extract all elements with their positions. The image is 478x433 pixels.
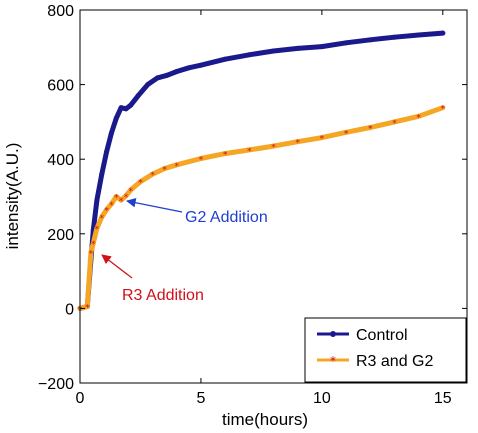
x-tick-label: 5 — [196, 390, 205, 407]
g2-annotation-label: G2 Addition — [185, 209, 268, 226]
data-point-r3-and-g2: * — [138, 179, 143, 189]
data-point-r3-and-g2: * — [150, 171, 155, 181]
data-point-r3-and-g2: * — [89, 249, 94, 259]
data-point-r3-and-g2: * — [175, 162, 180, 172]
data-point-control — [295, 45, 301, 51]
data-point-control — [135, 93, 141, 99]
r3-annotation-label: R3 Addition — [122, 287, 204, 304]
data-point-control — [440, 30, 446, 36]
data-point-r3-and-g2: * — [368, 124, 373, 134]
legend: Control * R3 and G2 — [304, 317, 467, 383]
data-point-control — [164, 72, 170, 78]
series-line-control — [77, 30, 446, 311]
data-point-r3-and-g2: * — [124, 193, 129, 203]
x-tick-label: 15 — [434, 390, 452, 407]
data-point-r3-and-g2: * — [104, 207, 109, 217]
y-tick-label: 600 — [47, 78, 74, 95]
data-point-control — [118, 105, 124, 111]
data-point-control — [246, 52, 252, 58]
legend-marker-control — [330, 331, 336, 337]
data-point-r3-and-g2: * — [320, 135, 325, 145]
data-point-control — [391, 34, 397, 40]
legend-marker-r3-g2: * — [330, 354, 336, 368]
data-point-control — [123, 106, 129, 112]
data-point-control — [94, 197, 100, 203]
data-point-r3-and-g2: * — [416, 113, 421, 123]
data-point-r3-and-g2: * — [344, 129, 349, 139]
data-point-control — [99, 171, 105, 177]
data-point-control — [367, 37, 373, 43]
data-point-control — [104, 149, 110, 155]
data-point-r3-and-g2: * — [247, 147, 252, 157]
data-point-r3-and-g2: * — [100, 214, 105, 224]
data-point-control — [113, 115, 119, 121]
data-point-r3-and-g2: * — [129, 187, 134, 197]
x-axis-label: time(hours) — [222, 410, 308, 429]
data-point-r3-and-g2: * — [295, 139, 300, 149]
series-line-r3-and-g2 — [77, 105, 446, 311]
data-point-r3-and-g2: * — [114, 194, 119, 204]
data-point-r3-and-g2: * — [109, 201, 114, 211]
y-tick-label: 400 — [47, 152, 74, 169]
g2-annotation-arrow — [126, 197, 183, 213]
x-tick-label: 0 — [76, 390, 85, 407]
r3-annotation-arrow — [101, 254, 133, 279]
data-point-control — [343, 40, 349, 46]
data-point-r3-and-g2: * — [95, 225, 100, 235]
y-tick-label: 800 — [47, 3, 74, 20]
y-tick-label: 0 — [65, 301, 74, 318]
y-tick-label: 200 — [47, 227, 74, 244]
y-tick-label: −200 — [38, 376, 74, 393]
series-layer: * ******** * ***** ** * * * * ** **** — [77, 30, 446, 315]
data-point-r3-and-g2: * — [85, 304, 90, 314]
data-point-r3-and-g2: * — [223, 151, 228, 161]
data-point-r3-and-g2: * — [199, 155, 204, 165]
data-point-r3-and-g2: * — [91, 240, 96, 250]
y-axis-label: intensity(A.U.) — [3, 143, 22, 250]
data-point-control — [222, 56, 228, 62]
data-point-control — [416, 32, 422, 38]
legend-label-control: Control — [356, 327, 408, 344]
data-point-control — [154, 75, 160, 81]
plot-frame — [79, 9, 468, 384]
legend-label-r3-g2: R3 and G2 — [356, 353, 433, 370]
data-point-control — [319, 44, 325, 50]
data-point-r3-and-g2: * — [441, 105, 446, 115]
data-point-r3-and-g2: * — [271, 143, 276, 153]
data-point-control — [174, 69, 180, 75]
data-point-r3-and-g2: * — [119, 197, 124, 207]
data-point-control — [198, 62, 204, 68]
data-point-r3-and-g2: * — [162, 166, 167, 176]
data-point-control — [128, 102, 134, 108]
data-point-r3-and-g2: * — [392, 119, 397, 129]
data-point-control — [145, 82, 151, 88]
data-point-control — [108, 130, 114, 136]
data-point-control — [186, 65, 192, 71]
legend-box — [304, 317, 467, 383]
data-point-control — [271, 48, 276, 54]
x-tick-label: 10 — [313, 390, 331, 407]
